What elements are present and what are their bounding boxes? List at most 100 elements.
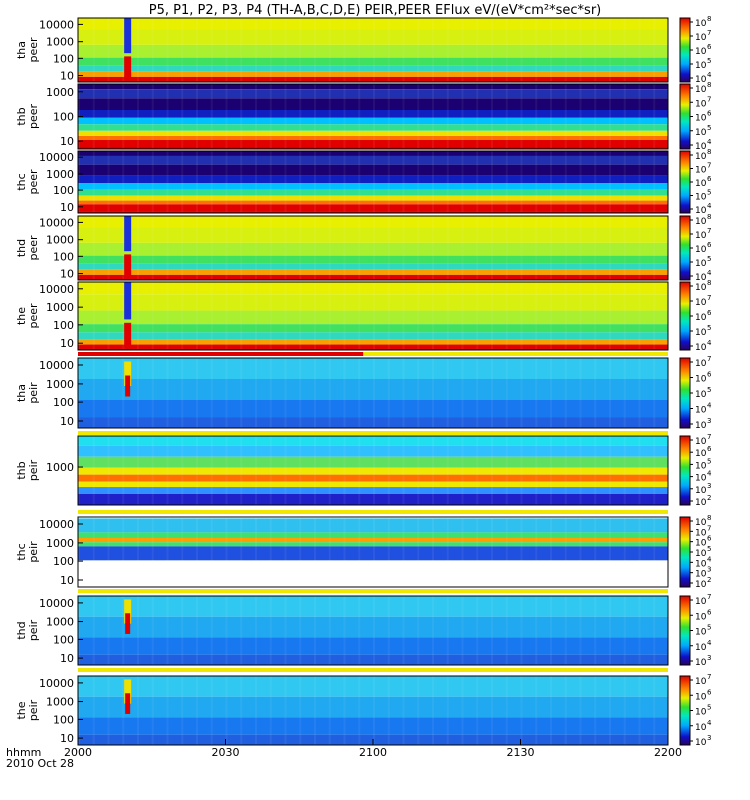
colorbar-tick-label: 10 bbox=[695, 99, 707, 109]
spectrogram-stripe bbox=[461, 517, 464, 587]
spectrogram-stripe bbox=[92, 676, 95, 745]
spectrogram-stripe bbox=[623, 151, 626, 213]
y-axis-probe-label: the bbox=[15, 701, 28, 719]
spectrogram-stripe bbox=[535, 282, 538, 350]
panel-frame bbox=[77, 595, 669, 666]
spectrogram-stripe bbox=[594, 216, 597, 280]
y-axis-product-label: peir bbox=[27, 382, 40, 404]
spectrogram-stripe bbox=[653, 676, 656, 745]
spectrogram-stripe bbox=[402, 358, 405, 428]
time-axis: 2000 2030 2100 2130 2200 bbox=[64, 739, 682, 759]
spectrogram-stripe bbox=[609, 18, 611, 82]
colorbar-tick-label: 10 bbox=[695, 259, 707, 269]
colorbar-tick-label: 10 bbox=[695, 658, 707, 668]
spectrogram-stripe bbox=[299, 436, 302, 505]
spectrogram-band bbox=[78, 324, 668, 333]
spectrogram-stripe bbox=[196, 517, 198, 587]
y-axis-product-label: peer bbox=[27, 37, 40, 63]
spectrogram-stripe bbox=[609, 151, 611, 213]
spectrogram-band bbox=[78, 654, 668, 665]
colorbar-tick-label: 10 bbox=[695, 193, 707, 203]
spectrogram-stripe bbox=[137, 596, 139, 665]
spectrogram-stripe bbox=[550, 436, 552, 505]
x-tick-label: 2100 bbox=[359, 746, 387, 759]
spectrogram-stripe bbox=[623, 18, 626, 82]
y-tick-label: 100 bbox=[53, 319, 74, 332]
colorbar-tick-exponent: 8 bbox=[707, 213, 711, 221]
spectrogram-stripe bbox=[137, 216, 139, 280]
spectrogram-stripe bbox=[343, 676, 346, 745]
spectrogram-stripe bbox=[476, 18, 479, 82]
spectrogram-stripe bbox=[328, 358, 331, 428]
spectrogram-band bbox=[78, 76, 668, 82]
spectrogram-stripe bbox=[137, 18, 139, 82]
spectrogram-stripe bbox=[343, 436, 346, 505]
spectrogram-stripe bbox=[92, 84, 95, 149]
spectrogram-stripe bbox=[284, 18, 287, 82]
y-axis-product-label: peir bbox=[27, 699, 40, 721]
spectrogram-stripe bbox=[358, 358, 361, 428]
spectrogram-stripe bbox=[476, 216, 479, 280]
spectrogram-stripe bbox=[653, 358, 656, 428]
colorbar-tick-label: 10 bbox=[695, 474, 707, 484]
spectrogram-stripe bbox=[446, 84, 449, 149]
injection-feature bbox=[125, 693, 131, 714]
spectrogram-stripe bbox=[255, 216, 257, 280]
colorbar-tick-exponent: 8 bbox=[707, 279, 711, 287]
spectrogram-stripe bbox=[520, 84, 523, 149]
spectrogram-band bbox=[78, 89, 668, 99]
spectrogram-stripe bbox=[92, 216, 95, 280]
spectrogram-stripe bbox=[107, 18, 110, 82]
spectrogram-stripe bbox=[166, 358, 169, 428]
spectrogram-stripe bbox=[196, 151, 198, 213]
spectrogram-stripe bbox=[107, 216, 110, 280]
spectrogram-band bbox=[78, 456, 668, 468]
spectrogram-stripe bbox=[564, 676, 567, 745]
colorbar-tick-label: 10 bbox=[695, 628, 707, 638]
spectrogram-stripe bbox=[269, 151, 272, 213]
colorbar-tick-label: 10 bbox=[695, 114, 707, 124]
spectrogram-stripe bbox=[78, 151, 80, 213]
spectrogram-stripe bbox=[505, 596, 508, 665]
spectrogram-stripe bbox=[594, 18, 597, 82]
spectrogram-band bbox=[78, 596, 668, 617]
colorbar-tick-exponent: 5 bbox=[707, 704, 711, 712]
y-tick-label: 10000 bbox=[39, 283, 74, 296]
y-tick-label: 10000 bbox=[39, 677, 74, 690]
spectrogram-stripe bbox=[387, 436, 390, 505]
colorbar-tick-label: 10 bbox=[695, 343, 707, 353]
colorbar-tick-label: 10 bbox=[695, 738, 707, 748]
spectrogram-stripe bbox=[225, 151, 228, 213]
spectrogram-stripe bbox=[181, 84, 184, 149]
spectrogram-band bbox=[78, 124, 668, 131]
colorbar-tick-label: 10 bbox=[695, 142, 707, 152]
spectrogram-stripe bbox=[92, 596, 95, 665]
spectrogram-band bbox=[78, 310, 668, 325]
spectrogram-stripe bbox=[505, 18, 508, 82]
x-tick-label: 2030 bbox=[212, 746, 240, 759]
spectrogram-stripe bbox=[284, 517, 287, 587]
spectrogram-band bbox=[78, 255, 668, 264]
spectrogram-band bbox=[78, 274, 668, 280]
spectrogram-stripe bbox=[609, 596, 611, 665]
spectrogram-band bbox=[78, 151, 668, 156]
spectrogram-stripe bbox=[314, 216, 316, 280]
spectrogram-stripe bbox=[505, 216, 508, 280]
colorbar-tick-exponent: 7 bbox=[707, 355, 711, 363]
spectrogram-stripe bbox=[579, 358, 582, 428]
spectrogram-stripe bbox=[166, 18, 169, 82]
x-tick-label: 2200 bbox=[654, 746, 682, 759]
spectrogram-stripe bbox=[446, 358, 449, 428]
colorbar-tick-exponent: 6 bbox=[707, 110, 712, 118]
spectrogram-stripe bbox=[137, 517, 139, 587]
colorbar-tick-exponent: 4 bbox=[707, 138, 712, 146]
spectrogram-stripe bbox=[535, 436, 538, 505]
x-tick-label: 2000 bbox=[64, 746, 92, 759]
spectrogram-stripe bbox=[402, 676, 405, 745]
spectrogram-stripe bbox=[284, 436, 287, 505]
injection-feature bbox=[124, 216, 132, 252]
colorbar-tick-exponent: 7 bbox=[707, 433, 711, 441]
